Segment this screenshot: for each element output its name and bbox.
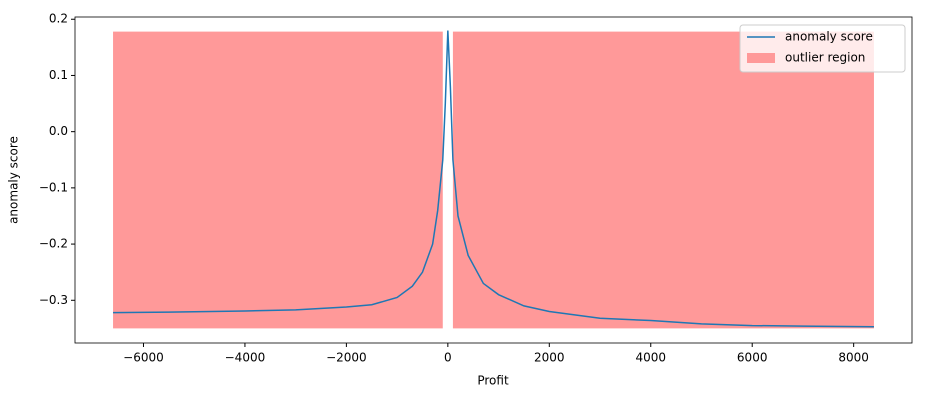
x-tick-label: 2000 <box>534 351 565 365</box>
legend-swatch <box>747 53 775 63</box>
y-axis-label: anomaly score <box>7 136 21 224</box>
legend-label: outlier region <box>785 51 865 65</box>
x-tick-label: 8000 <box>838 351 869 365</box>
y-tick-label: −0.3 <box>39 293 68 307</box>
plot-frame <box>74 16 913 344</box>
y-tick-label: 0.1 <box>49 68 68 82</box>
x-tick-label: −4000 <box>225 351 266 365</box>
y-tick-label: −0.1 <box>39 180 68 194</box>
y-tick-label: −0.2 <box>39 237 68 251</box>
x-axis-label: Profit <box>477 374 509 388</box>
y-tick-label: 0.2 <box>49 12 68 26</box>
line <box>113 30 874 328</box>
x-tick-label: 6000 <box>737 351 768 365</box>
x-tick-label: −6000 <box>123 351 164 365</box>
x-tick-label: 0 <box>444 351 452 365</box>
outlier-region <box>452 31 874 329</box>
x-tick-label: −2000 <box>326 351 367 365</box>
outlier-region <box>113 31 443 329</box>
y-tick-label: 0.0 <box>49 124 68 138</box>
legend-box <box>739 24 906 73</box>
legend-label: anomaly score <box>785 30 873 44</box>
x-tick-label: 4000 <box>635 351 666 365</box>
